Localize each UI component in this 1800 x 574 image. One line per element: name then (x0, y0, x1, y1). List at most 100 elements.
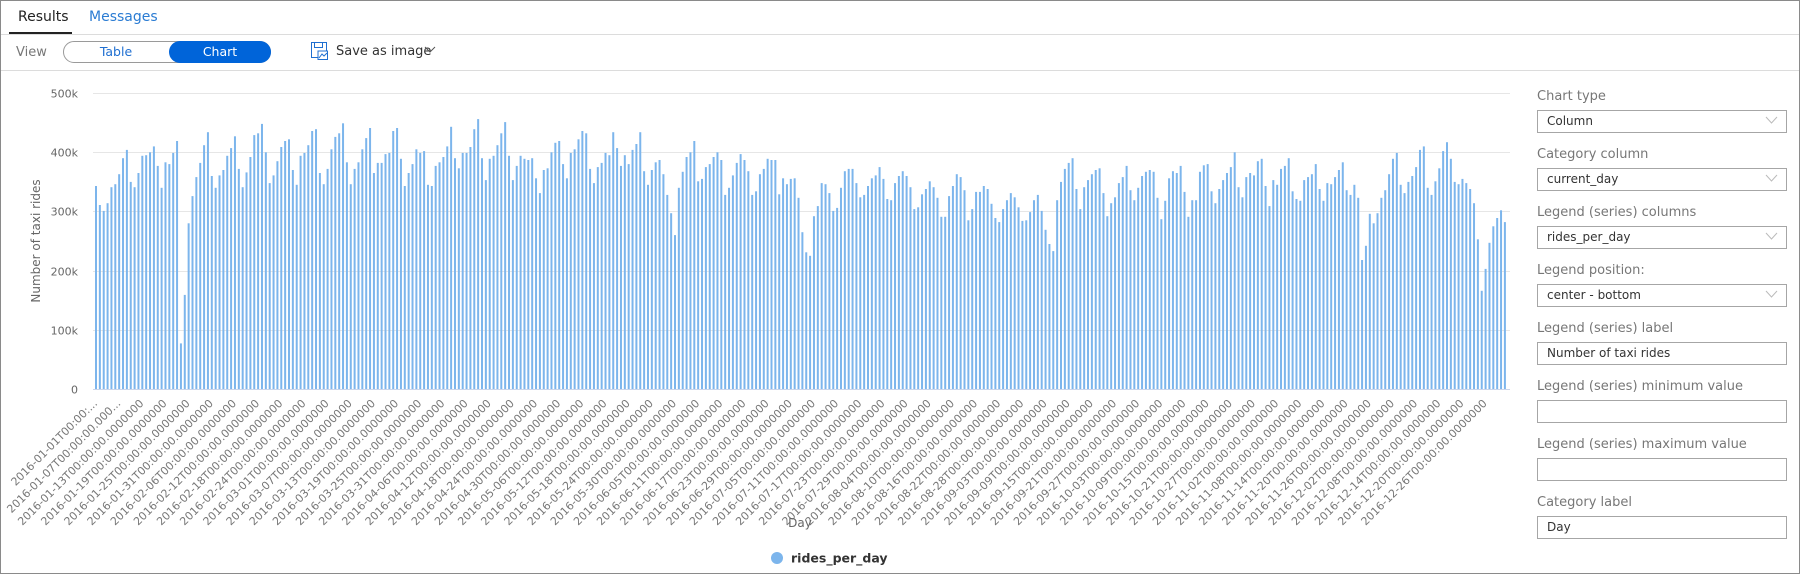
bar[interactable] (724, 194, 727, 389)
bar[interactable] (747, 171, 750, 389)
bar[interactable] (1106, 216, 1109, 389)
bar[interactable] (990, 203, 993, 389)
bar[interactable] (867, 186, 869, 389)
bar[interactable] (743, 160, 746, 389)
bar[interactable] (527, 160, 530, 389)
bar[interactable] (511, 180, 514, 389)
bar[interactable] (403, 186, 406, 389)
bar[interactable] (1245, 177, 1248, 389)
bar[interactable] (488, 158, 491, 389)
bar[interactable] (1029, 212, 1032, 389)
bar[interactable] (1141, 176, 1144, 389)
bar[interactable] (546, 168, 549, 389)
bar[interactable] (1503, 222, 1506, 389)
bar[interactable] (187, 223, 190, 389)
bar[interactable] (712, 157, 715, 389)
bar[interactable] (1361, 260, 1364, 389)
bar[interactable] (284, 141, 287, 389)
bar[interactable] (253, 135, 256, 389)
bar[interactable] (1384, 190, 1387, 389)
bar[interactable] (330, 149, 333, 389)
chevron-down-icon[interactable] (424, 45, 436, 55)
bar[interactable] (1326, 183, 1329, 389)
bar[interactable] (697, 181, 700, 389)
bar[interactable] (392, 131, 395, 389)
bar[interactable] (1264, 186, 1267, 389)
bar[interactable] (1129, 190, 1132, 389)
bar[interactable] (1090, 174, 1093, 389)
bar[interactable] (751, 194, 754, 389)
bar[interactable] (558, 141, 561, 389)
bar[interactable] (172, 152, 175, 389)
bar[interactable] (631, 149, 634, 389)
bar[interactable] (963, 190, 966, 389)
bar[interactable] (836, 207, 839, 389)
bar[interactable] (1303, 180, 1306, 389)
bar[interactable] (450, 126, 453, 390)
bar[interactable] (465, 152, 468, 389)
bar[interactable] (311, 131, 314, 389)
table-view-button[interactable]: Table (99, 44, 133, 59)
legend-min-input[interactable] (1537, 400, 1787, 423)
bar[interactable] (535, 178, 538, 389)
bar[interactable] (955, 174, 958, 389)
bar[interactable] (1102, 193, 1105, 389)
bar[interactable] (843, 171, 846, 389)
legend-item[interactable]: rides_per_day (771, 551, 888, 567)
bar[interactable] (264, 152, 267, 389)
bar[interactable] (1434, 181, 1437, 389)
bar[interactable] (1388, 174, 1391, 389)
bar[interactable] (658, 160, 661, 389)
bar[interactable] (1063, 168, 1066, 389)
bar[interactable] (1395, 152, 1398, 389)
bar[interactable] (1283, 165, 1286, 389)
bar[interactable] (662, 174, 665, 389)
bar[interactable] (372, 173, 375, 389)
bar[interactable] (160, 187, 163, 389)
bar[interactable] (260, 123, 263, 390)
bar[interactable] (1075, 189, 1078, 389)
bar[interactable] (407, 173, 410, 389)
bar[interactable] (1399, 184, 1402, 389)
bar[interactable] (1407, 181, 1410, 389)
bar[interactable] (1287, 158, 1290, 389)
bar[interactable] (1175, 173, 1178, 389)
bar[interactable] (654, 162, 657, 389)
bar[interactable] (1357, 197, 1360, 389)
bar[interactable] (353, 168, 356, 389)
bar[interactable] (731, 175, 734, 389)
bar[interactable] (523, 158, 526, 389)
bar[interactable] (1052, 251, 1055, 389)
bar[interactable] (291, 170, 294, 389)
bar[interactable] (1473, 203, 1476, 389)
bar[interactable] (1391, 158, 1394, 389)
bar[interactable] (411, 164, 414, 389)
bar[interactable] (1094, 170, 1097, 389)
bar[interactable] (384, 154, 387, 389)
bar[interactable] (542, 170, 545, 389)
bar[interactable] (98, 205, 101, 389)
bar[interactable] (1137, 187, 1140, 389)
bar[interactable] (457, 168, 460, 389)
bar[interactable] (948, 196, 951, 389)
bar[interactable] (1353, 184, 1356, 389)
bar[interactable] (1206, 164, 1209, 389)
bar[interactable] (596, 167, 599, 389)
bar[interactable] (1002, 209, 1005, 389)
bar[interactable] (1214, 203, 1217, 389)
bar[interactable] (1225, 173, 1228, 389)
bar[interactable] (1156, 197, 1159, 389)
bar[interactable] (917, 207, 920, 389)
bar[interactable] (369, 128, 372, 389)
bar[interactable] (141, 155, 144, 389)
bar[interactable] (218, 175, 221, 389)
bar[interactable] (168, 164, 171, 389)
bar[interactable] (326, 168, 329, 389)
bar[interactable] (1067, 162, 1070, 389)
bar[interactable] (670, 213, 673, 389)
bar[interactable] (635, 144, 638, 389)
legend-position-select[interactable]: center - bottom (1537, 284, 1787, 307)
bar[interactable] (1465, 183, 1468, 389)
bar[interactable] (708, 164, 711, 389)
bar[interactable] (1060, 181, 1062, 389)
